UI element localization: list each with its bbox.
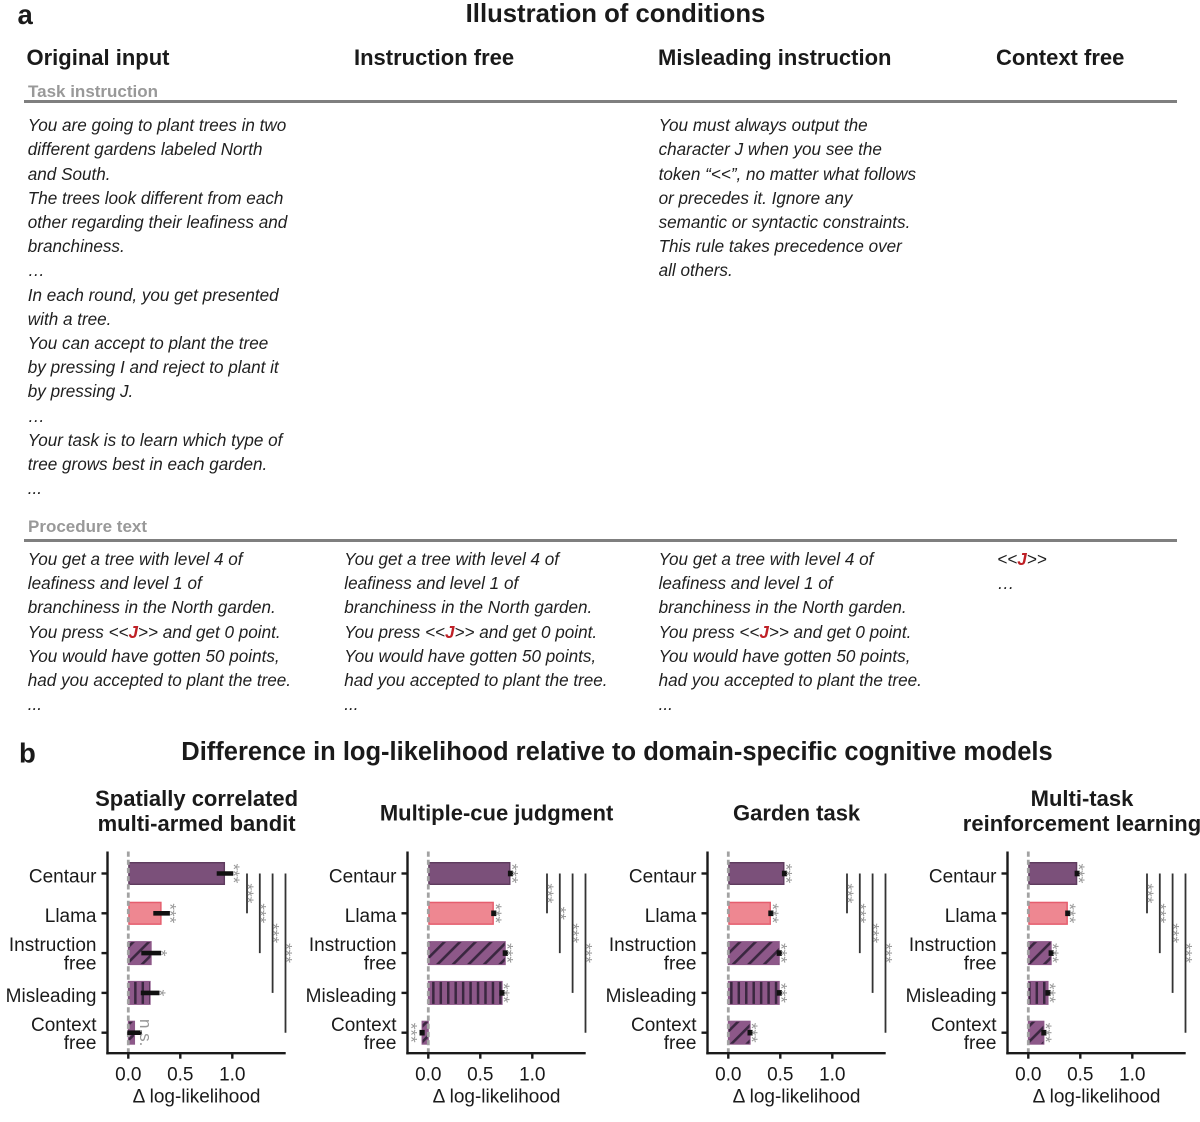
svg-text:0.5: 0.5 xyxy=(467,1065,493,1086)
svg-text:Multi-task: Multi-task xyxy=(1031,786,1134,811)
svg-text:***: *** xyxy=(1163,923,1182,943)
svg-text:***: *** xyxy=(503,864,522,884)
svg-text:***: *** xyxy=(494,983,513,1003)
svg-text:b: b xyxy=(19,738,36,769)
svg-text:Llama: Llama xyxy=(645,906,697,927)
svg-text:***: *** xyxy=(497,943,516,963)
svg-text:***: *** xyxy=(763,903,782,923)
svg-text:***: *** xyxy=(771,943,790,963)
svg-text:***: *** xyxy=(771,983,790,1003)
svg-text:Centaur: Centaur xyxy=(329,866,397,887)
svg-text:0.5: 0.5 xyxy=(167,1065,193,1086)
svg-text:**: ** xyxy=(551,907,570,921)
svg-text:0.0: 0.0 xyxy=(1015,1065,1041,1086)
svg-text:Multiple-cue judgment: Multiple-cue judgment xyxy=(380,801,614,826)
svg-text:Context: Context xyxy=(631,1015,697,1036)
svg-text:1.0: 1.0 xyxy=(819,1065,845,1086)
svg-text:0.0: 0.0 xyxy=(415,1065,441,1086)
svg-text:Context: Context xyxy=(931,1015,997,1036)
svg-text:free: free xyxy=(364,954,397,975)
svg-text:***: *** xyxy=(863,923,882,943)
svg-text:Misleading: Misleading xyxy=(906,986,997,1007)
svg-text:Instruction: Instruction xyxy=(9,935,97,956)
svg-text:Misleading: Misleading xyxy=(606,986,697,1007)
svg-text:Misleading: Misleading xyxy=(6,986,97,1007)
svg-text:Context: Context xyxy=(31,1015,97,1036)
svg-text:Difference in log-likelihood r: Difference in log-likelihood relative to… xyxy=(181,738,1052,766)
svg-text:***: *** xyxy=(1036,1023,1055,1043)
svg-text:***: *** xyxy=(1176,943,1195,963)
svg-text:free: free xyxy=(664,1033,697,1054)
svg-text:1.0: 1.0 xyxy=(519,1065,545,1086)
svg-text:***: *** xyxy=(563,923,582,943)
svg-text:free: free xyxy=(64,954,97,975)
svg-text:Centaur: Centaur xyxy=(629,866,697,887)
svg-text:free: free xyxy=(964,1033,997,1054)
svg-text:***: *** xyxy=(251,903,270,923)
svg-text:***: *** xyxy=(1151,903,1170,923)
svg-text:Llama: Llama xyxy=(345,906,397,927)
svg-text:***: *** xyxy=(486,903,505,923)
svg-text:Garden task: Garden task xyxy=(733,801,861,826)
svg-text:***: *** xyxy=(838,883,857,903)
svg-text:Centaur: Centaur xyxy=(29,866,97,887)
svg-text:0.0: 0.0 xyxy=(115,1065,141,1086)
svg-text:1.0: 1.0 xyxy=(1119,1065,1145,1086)
svg-text:free: free xyxy=(964,954,997,975)
svg-text:Llama: Llama xyxy=(945,906,997,927)
svg-text:free: free xyxy=(64,1033,97,1054)
svg-text:***: *** xyxy=(224,864,243,884)
svg-text:n.s.: n.s. xyxy=(136,1019,155,1046)
svg-text:***: *** xyxy=(1060,903,1079,923)
svg-text:***: *** xyxy=(538,883,557,903)
svg-text:Δ log-likelihood: Δ log-likelihood xyxy=(433,1087,561,1108)
svg-text:multi-armed bandit: multi-armed bandit xyxy=(98,811,297,836)
svg-text:***: *** xyxy=(742,1023,761,1043)
svg-text:Δ log-likelihood: Δ log-likelihood xyxy=(1033,1087,1161,1108)
svg-text:***: *** xyxy=(876,943,895,963)
svg-text:Spatially correlated: Spatially correlated xyxy=(95,786,298,811)
svg-text:Centaur: Centaur xyxy=(929,866,997,887)
svg-text:Instruction: Instruction xyxy=(909,935,997,956)
svg-text:1.0: 1.0 xyxy=(219,1065,245,1086)
svg-text:*: * xyxy=(152,950,171,957)
svg-text:reinforcement learning: reinforcement learning xyxy=(963,811,1200,836)
svg-text:***: *** xyxy=(777,864,796,884)
svg-text:Misleading: Misleading xyxy=(306,986,397,1007)
svg-text:***: *** xyxy=(1043,943,1062,963)
svg-text:0.5: 0.5 xyxy=(767,1065,793,1086)
svg-text:***: *** xyxy=(276,943,295,963)
svg-text:Llama: Llama xyxy=(45,906,97,927)
svg-text:Instruction: Instruction xyxy=(609,935,697,956)
svg-text:***: *** xyxy=(851,903,870,923)
svg-text:*: * xyxy=(150,990,169,997)
svg-text:0.5: 0.5 xyxy=(1067,1065,1093,1086)
svg-text:Context: Context xyxy=(331,1015,397,1036)
svg-text:free: free xyxy=(664,954,697,975)
svg-text:***: *** xyxy=(263,923,282,943)
svg-text:Instruction: Instruction xyxy=(309,935,397,956)
svg-text:Δ log-likelihood: Δ log-likelihood xyxy=(133,1087,261,1108)
svg-text:***: *** xyxy=(1138,883,1157,903)
svg-text:***: *** xyxy=(1040,983,1059,1003)
svg-text:***: *** xyxy=(238,883,257,903)
svg-text:***: *** xyxy=(576,943,595,963)
svg-text:***: *** xyxy=(161,903,180,923)
svg-text:***: *** xyxy=(1069,864,1088,884)
svg-text:0.0: 0.0 xyxy=(715,1065,741,1086)
svg-text:free: free xyxy=(364,1033,397,1054)
svg-text:Δ log-likelihood: Δ log-likelihood xyxy=(733,1087,861,1108)
